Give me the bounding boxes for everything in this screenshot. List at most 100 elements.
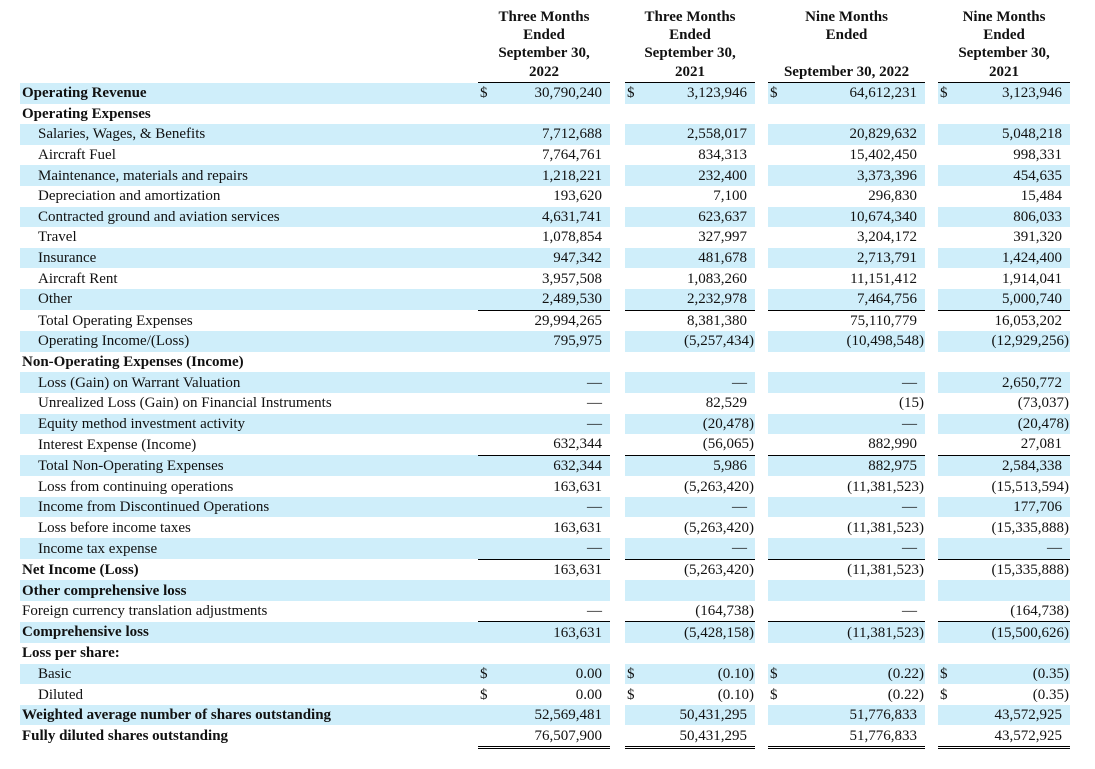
value: 43,572,925 — [960, 704, 1071, 726]
spacer — [610, 206, 626, 228]
currency — [768, 227, 790, 248]
currency — [768, 288, 791, 311]
value: — — [790, 413, 926, 435]
row-label: Non-Operating Expenses (Income) — [22, 354, 244, 371]
spacer — [610, 725, 626, 748]
spacer — [610, 247, 626, 269]
spacer — [610, 684, 626, 705]
spacer — [755, 413, 769, 435]
value: (56,065) — [647, 434, 756, 456]
currency — [938, 600, 961, 623]
value: — — [790, 496, 926, 518]
row-label: Loss before income taxes — [38, 519, 191, 536]
currency — [938, 434, 961, 456]
value: 29,994,265 — [534, 312, 603, 329]
header-line: 2021 — [989, 64, 1020, 80]
currency — [768, 600, 791, 623]
spacer — [755, 538, 769, 560]
header-line: Three Months — [498, 9, 590, 25]
spacer — [925, 580, 939, 601]
row: Foreign currency translation adjustments… — [20, 600, 1071, 623]
row-label: Equity method investment activity — [20, 413, 478, 435]
spacer — [925, 124, 939, 145]
currency — [938, 310, 960, 331]
value: 1,083,260 — [687, 270, 748, 287]
row-label: Diluted — [38, 686, 83, 703]
currency: $ — [770, 686, 778, 703]
spacer — [755, 310, 769, 332]
currency — [768, 124, 791, 145]
spacer — [755, 8, 768, 83]
currency — [938, 704, 961, 726]
value: (20,478) — [647, 413, 756, 435]
currency — [768, 517, 790, 538]
currency — [478, 310, 500, 331]
value: (15,513,594) — [991, 478, 1070, 495]
row: Interest Expense (Income) 632,344 (56,065)… — [20, 434, 1071, 456]
currency — [478, 476, 500, 497]
spacer — [925, 247, 939, 269]
value — [647, 352, 755, 373]
spacer — [755, 725, 769, 748]
spacer — [925, 600, 939, 622]
value: 3,373,396 — [790, 165, 926, 186]
currency — [938, 268, 960, 289]
row-label: Loss from continuing operations — [38, 478, 234, 495]
value: 882,990 — [790, 434, 926, 456]
currency — [625, 455, 648, 477]
currency — [768, 331, 791, 352]
spacer — [755, 206, 769, 228]
spacer — [755, 103, 769, 125]
spacer — [755, 517, 769, 539]
currency — [478, 124, 500, 145]
value: (0.10) — [717, 686, 755, 703]
spacer — [610, 8, 625, 83]
currency — [478, 352, 500, 373]
currency — [625, 413, 648, 435]
value: 882,975 — [790, 455, 926, 477]
header-line: September 30, — [644, 45, 736, 61]
currency — [768, 372, 791, 393]
spacer — [610, 434, 626, 456]
value: (5,257,434) — [647, 331, 756, 352]
value: 947,342 — [500, 247, 611, 269]
spacer — [755, 559, 769, 581]
spacer — [755, 227, 769, 248]
currency — [768, 621, 791, 644]
value: 2,713,791 — [790, 247, 926, 269]
header-line: Nine Months — [962, 9, 1046, 25]
currency — [768, 580, 791, 601]
row: Aircraft Fuel 7,764,761 834,313 15,402,450 9… — [20, 144, 1070, 166]
currency: $ — [938, 82, 961, 104]
currency — [625, 165, 648, 186]
spacer — [755, 82, 769, 104]
value: 3,123,946 — [647, 82, 756, 104]
column-header: Nine Months Ended September 30, 2022 — [768, 8, 926, 83]
value: (73,037) — [1017, 395, 1070, 412]
value: — — [500, 600, 611, 623]
spacer — [925, 643, 939, 664]
spacer — [925, 372, 939, 393]
spacer — [925, 517, 939, 539]
header-line: 2022 — [529, 64, 559, 80]
spacer — [610, 517, 626, 539]
currency — [478, 372, 500, 393]
spacer — [925, 496, 939, 518]
spacer — [925, 704, 939, 726]
currency — [938, 352, 960, 373]
header-line: September 30, — [498, 45, 590, 61]
row: Contracted ground and aviation services 4… — [20, 206, 1071, 228]
value: 3,123,946 — [960, 82, 1071, 104]
row-label: Maintenance, materials and repairs — [20, 165, 478, 186]
currency — [938, 580, 961, 601]
spacer — [925, 144, 939, 166]
value: 806,033 — [960, 206, 1071, 228]
spacer — [925, 206, 939, 228]
value — [500, 104, 610, 125]
currency — [478, 538, 500, 560]
currency — [478, 288, 500, 311]
value — [790, 643, 925, 664]
row: Basic $0.00 $ (0.10) $ (0.22) $ (0.35) — [20, 663, 1071, 685]
value: 0.00 — [575, 686, 603, 703]
value: 327,997 — [698, 229, 748, 246]
